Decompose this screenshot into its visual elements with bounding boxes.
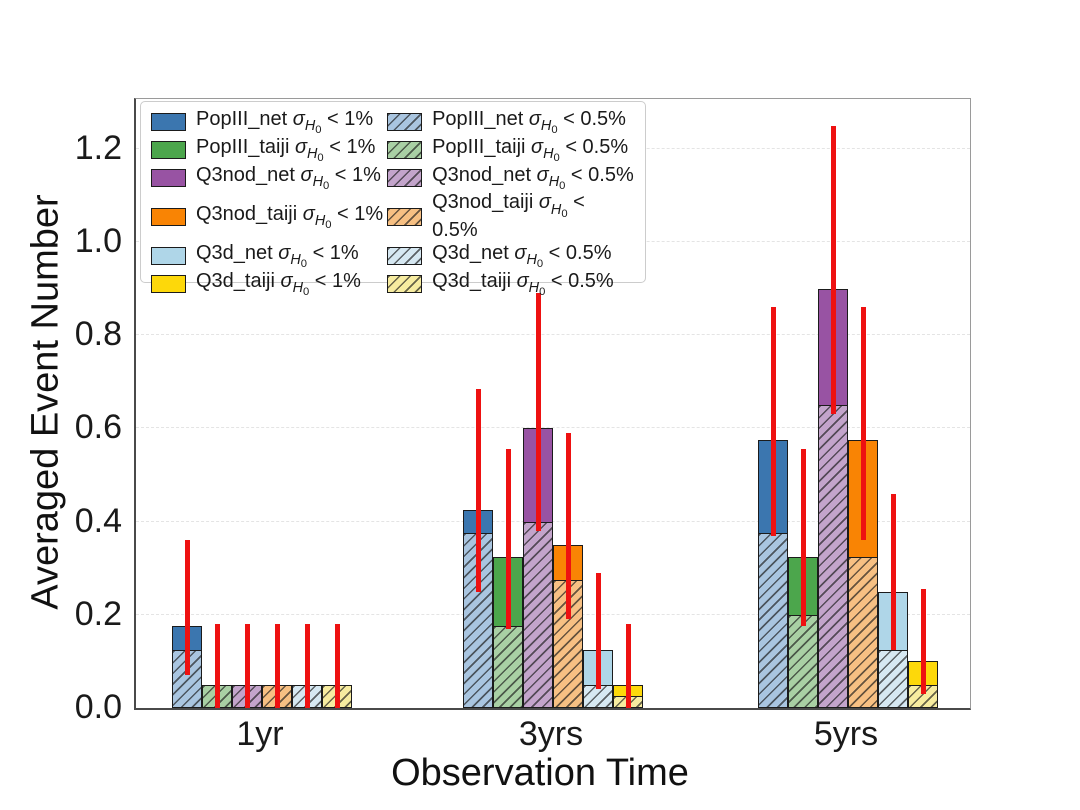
bar-q3nod_net-5yrs-lt0p5pct (818, 405, 848, 708)
legend-swatch-q3d_taiji-hatched (387, 275, 423, 294)
legend-item-q3nod_net-lt1pct: Q3nod_net σH0 < 1% (151, 163, 387, 192)
legend-swatch-popIII_net-solid (151, 112, 186, 131)
x-tick-label-1yr: 1yr (236, 715, 284, 753)
y-tick-label-1.0: 1.0 (74, 222, 122, 260)
legend-label: Q3nod_net σH0 < 0.5% (432, 163, 634, 192)
y-tick-label-0.2: 0.2 (74, 594, 122, 633)
y-tick-label-1.2: 1.2 (74, 128, 122, 167)
legend-item-q3nod_net-lt0p5pct: Q3nod_net σH0 < 0.5% (387, 163, 635, 192)
legend-item-popIII_net-lt1pct: PopIII_net σH0 < 1% (151, 108, 387, 136)
legend-swatch-q3nod_taiji-solid (151, 207, 186, 226)
x-tick-label-3yrs: 3yrs (518, 715, 584, 753)
error-bar-popIII_taiji-1yr (214, 624, 220, 708)
error-bar-q3nod_net-3yrs (535, 293, 541, 531)
legend-swatch-q3d_net-solid (151, 247, 186, 266)
legend-label: Q3nod_taiji σH0 < 0.5% (432, 191, 585, 242)
error-bar-q3d_taiji-5yrs (920, 589, 926, 695)
x-axis-label: Observation Time (391, 752, 689, 794)
error-bar-q3nod_net-1yr (244, 624, 250, 708)
error-bar-popIII_taiji-3yrs (505, 449, 511, 629)
legend-item-q3nod_taiji-lt1pct: Q3nod_taiji σH0 < 1% (151, 191, 387, 242)
bar-popIII_taiji-5yrs-lt0p5pct (788, 614, 818, 708)
error-bar-q3d_taiji-3yrs (625, 624, 631, 708)
legend-label: Q3d_taiji σH0 < 0.5% (432, 270, 614, 298)
legend-item-popIII_taiji-lt1pct: PopIII_taiji σH0 < 1% (151, 136, 387, 164)
legend-swatch-q3nod_net-solid (151, 168, 186, 187)
legend-swatch-q3nod_taiji-hatched (387, 207, 423, 226)
error-bar-q3d_net-3yrs (595, 572, 601, 690)
legend-label: PopIII_taiji σH0 < 0.5% (432, 135, 629, 164)
grid-line-0.6 (136, 427, 970, 429)
y-tick-label-0.8: 0.8 (74, 315, 122, 354)
grid-line-0.4 (136, 520, 970, 522)
legend-label: PopIII_net σH0 < 0.5% (432, 108, 626, 136)
legend-swatch-q3nod_net-hatched (387, 168, 423, 187)
error-bar-q3d_net-1yr (304, 624, 310, 708)
bar-popIII_net-5yrs-lt0p5pct (758, 533, 788, 708)
legend-swatch-popIII_net-hatched (387, 112, 423, 131)
legend-item-q3d_net-lt0p5pct: Q3d_net σH0 < 0.5% (387, 242, 635, 270)
error-bar-q3d_taiji-1yr (334, 624, 340, 708)
legend-item-q3nod_taiji-lt0p5pct: Q3nod_taiji σH0 < 0.5% (387, 191, 635, 242)
error-bar-popIII_net-3yrs (475, 388, 481, 592)
legend-label: Q3d_net σH0 < 0.5% (432, 242, 612, 271)
grid-line-0.8 (136, 334, 970, 336)
error-bar-q3nod_taiji-1yr (274, 624, 280, 708)
legend-label: PopIII_taiji σH0 < 1% (196, 135, 376, 164)
legend-label: Q3nod_taiji σH0 < 1% (196, 202, 384, 231)
legend-swatch-q3d_net-hatched (387, 247, 423, 266)
x-tick-label-5yrs: 5yrs (813, 715, 879, 753)
y-tick-label-0.0: 0.0 (74, 688, 122, 726)
error-bar-q3nod_taiji-3yrs (565, 433, 571, 620)
legend-item-popIII_net-lt0p5pct: PopIII_net σH0 < 0.5% (387, 108, 635, 136)
legend-label: Q3d_net σH0 < 1% (196, 242, 359, 271)
legend-label: Q3d_taiji σH0 < 1% (196, 270, 361, 298)
legend: PopIII_net σH0 < 1% PopIII_taiji σH0 < 1%… (140, 101, 646, 298)
error-bar-popIII_taiji-5yrs (800, 449, 806, 627)
legend-item-popIII_taiji-lt0p5pct: PopIII_taiji σH0 < 0.5% (387, 136, 635, 164)
y-tick-label-0.4: 0.4 (74, 501, 122, 540)
legend-label: PopIII_net σH0 < 1% (196, 108, 374, 136)
bar-q3d_net-5yrs-lt0p5pct (878, 649, 908, 708)
legend-swatch-popIII_taiji-solid (151, 140, 186, 159)
bar-q3d_net-3yrs-lt0p5pct (583, 684, 613, 708)
bar-popIII_taiji-3yrs-lt0p5pct (493, 626, 523, 708)
bar-q3d_taiji-5yrs-lt0p5pct (908, 684, 938, 708)
legend-label: Q3nod_net σH0 < 1% (196, 163, 381, 192)
error-bar-q3nod_net-5yrs (830, 125, 836, 415)
bar-q3nod_net-3yrs-lt0p5pct (523, 521, 553, 708)
error-bar-q3nod_taiji-5yrs (860, 307, 866, 541)
legend-item-q3d_taiji-lt1pct: Q3d_taiji σH0 < 1% (151, 270, 387, 298)
bar-q3nod_taiji-5yrs-lt0p5pct (848, 556, 878, 708)
error-bar-q3d_net-5yrs (890, 493, 896, 650)
legend-item-q3d_taiji-lt0p5pct: Q3d_taiji σH0 < 0.5% (387, 270, 635, 298)
legend-item-q3d_net-lt1pct: Q3d_net σH0 < 1% (151, 242, 387, 270)
legend-swatch-q3d_taiji-solid (151, 275, 186, 294)
y-tick-label-0.6: 0.6 (74, 408, 122, 447)
error-bar-popIII_net-1yr (184, 540, 190, 676)
legend-swatch-popIII_taiji-hatched (387, 140, 423, 159)
error-bar-popIII_net-5yrs (770, 307, 776, 536)
